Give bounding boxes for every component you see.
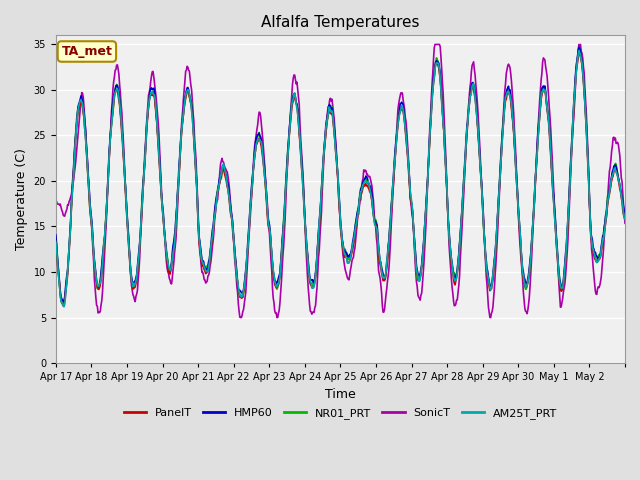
NR01_PRT <box>400 110 408 116</box>
PanelT <box>120 154 127 159</box>
AM25T_PRT <box>60 304 68 310</box>
Text: TA_met: TA_met <box>61 45 113 58</box>
PanelT <box>400 113 408 119</box>
NR01_PRT <box>52 234 60 240</box>
SonicT <box>433 42 440 48</box>
PanelT <box>224 186 232 192</box>
NR01_PRT <box>274 285 282 290</box>
NR01_PRT <box>621 214 629 220</box>
HMP60 <box>575 44 583 50</box>
AM25T_PRT <box>52 239 60 244</box>
Line: HMP60: HMP60 <box>56 47 625 301</box>
HMP60 <box>60 299 67 304</box>
PanelT <box>432 60 440 66</box>
PanelT <box>274 283 282 289</box>
AM25T_PRT <box>621 216 629 222</box>
Line: SonicT: SonicT <box>56 45 625 318</box>
SonicT <box>274 315 282 321</box>
HMP60 <box>621 210 629 216</box>
SonicT <box>223 169 231 175</box>
X-axis label: Time: Time <box>325 388 356 401</box>
AM25T_PRT <box>224 187 232 192</box>
Legend: PanelT, HMP60, NR01_PRT, SonicT, AM25T_PRT: PanelT, HMP60, NR01_PRT, SonicT, AM25T_P… <box>119 403 561 423</box>
NR01_PRT <box>120 148 127 154</box>
PanelT <box>60 303 67 309</box>
HMP60 <box>120 148 127 154</box>
SonicT <box>119 124 127 130</box>
HMP60 <box>52 232 60 238</box>
SonicT <box>621 220 629 226</box>
Y-axis label: Temperature (C): Temperature (C) <box>15 148 28 250</box>
NR01_PRT <box>224 184 232 190</box>
Title: Alfalfa Temperatures: Alfalfa Temperatures <box>261 15 420 30</box>
SonicT <box>400 102 408 108</box>
HMP60 <box>252 135 260 141</box>
Line: PanelT: PanelT <box>56 54 625 306</box>
AM25T_PRT <box>252 141 260 147</box>
Line: NR01_PRT: NR01_PRT <box>56 48 625 304</box>
Line: AM25T_PRT: AM25T_PRT <box>56 50 625 307</box>
HMP60 <box>432 59 440 65</box>
HMP60 <box>224 181 232 187</box>
AM25T_PRT <box>575 48 583 53</box>
AM25T_PRT <box>274 281 282 287</box>
NR01_PRT <box>432 59 440 64</box>
PanelT <box>52 239 60 244</box>
SonicT <box>52 198 60 204</box>
PanelT <box>621 214 629 220</box>
PanelT <box>575 51 583 57</box>
NR01_PRT <box>59 301 67 307</box>
AM25T_PRT <box>400 111 408 117</box>
HMP60 <box>400 108 408 113</box>
PanelT <box>252 142 260 147</box>
HMP60 <box>274 278 282 284</box>
SonicT <box>431 42 439 48</box>
NR01_PRT <box>252 142 260 147</box>
AM25T_PRT <box>432 61 440 67</box>
SonicT <box>252 132 260 137</box>
NR01_PRT <box>576 46 584 51</box>
SonicT <box>237 315 244 321</box>
AM25T_PRT <box>120 149 127 155</box>
